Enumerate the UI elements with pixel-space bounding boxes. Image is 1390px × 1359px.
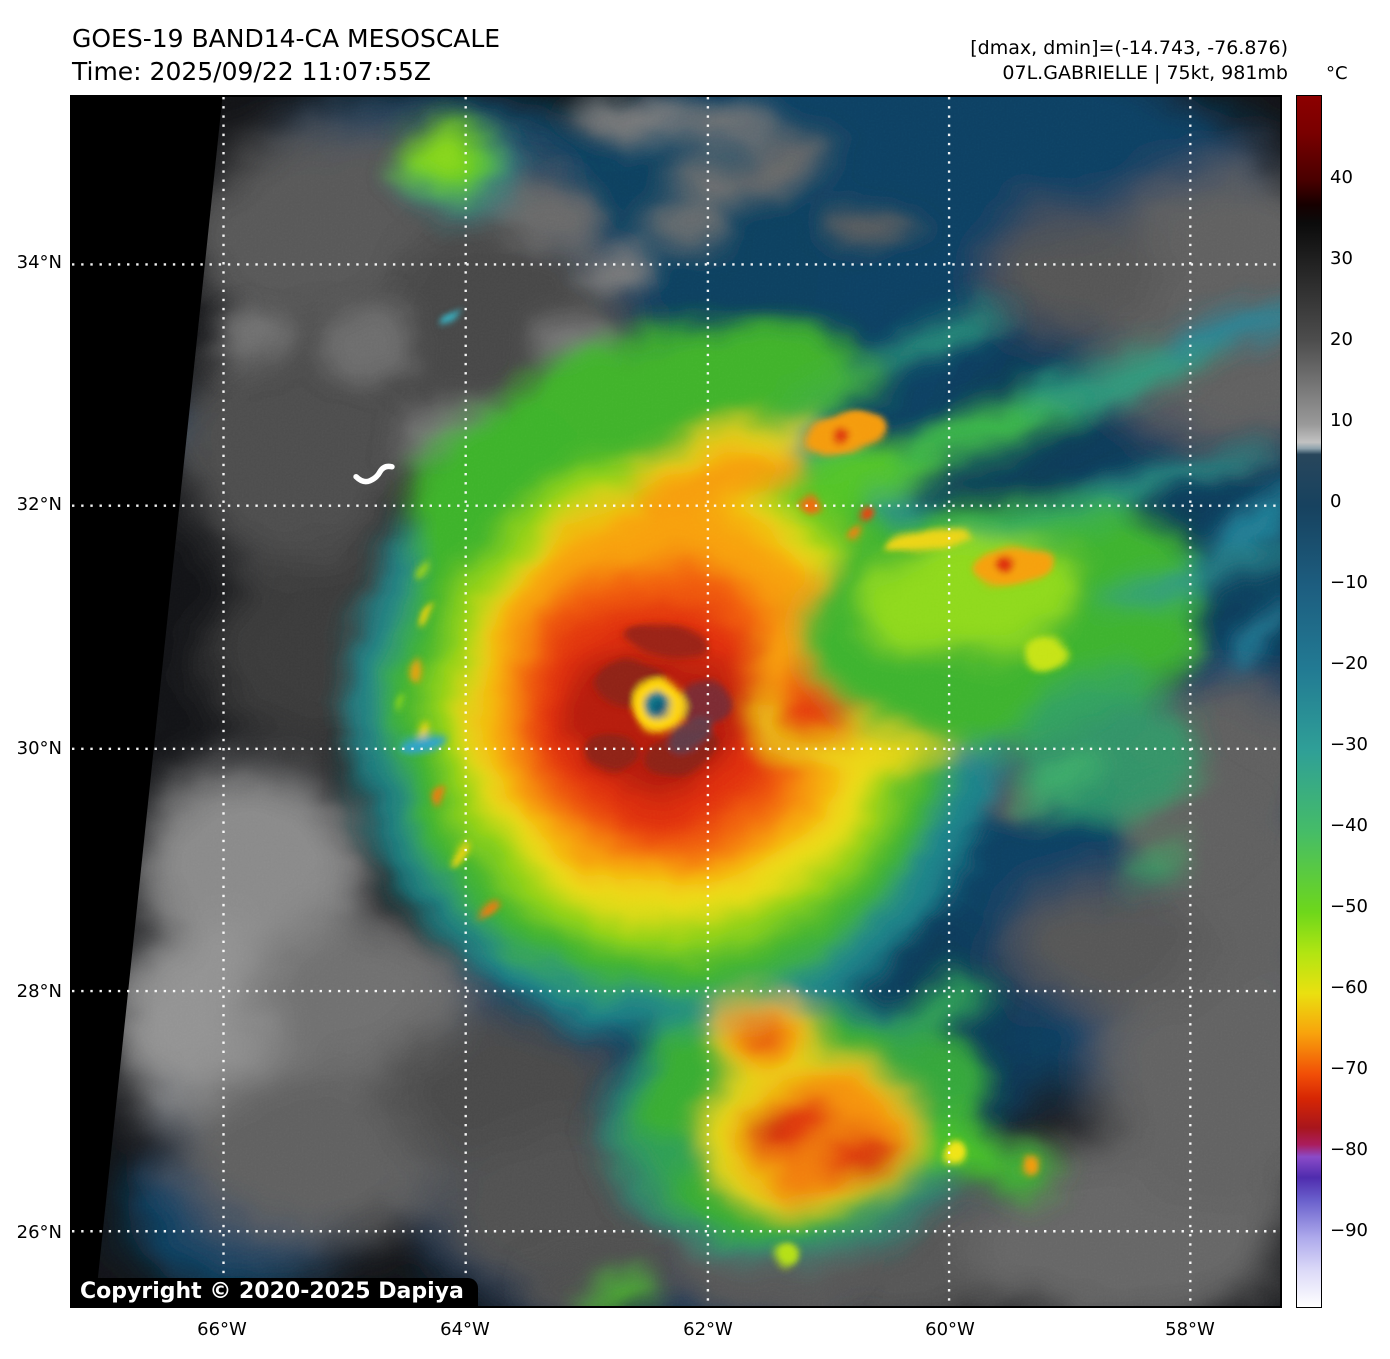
scan-edge-wedge — [72, 97, 223, 1306]
colorbar-gradient — [1296, 95, 1322, 1308]
figure-title-block: GOES-19 BAND14-CA MESOSCALE Time: 2025/0… — [72, 22, 500, 88]
satellite-map: Copyright © 2020-2025 Dapiya — [70, 95, 1282, 1308]
dmax-dmin-readout: [dmax, dmin]=(-14.743, -76.876) — [970, 37, 1288, 59]
colorbar-tick-label: 20 — [1330, 329, 1353, 350]
y-tick-label: 34°N — [16, 252, 62, 273]
colorbar-tick-label: −20 — [1330, 653, 1368, 674]
copyright-badge: Copyright © 2020-2025 Dapiya — [72, 1278, 478, 1306]
colorbar-tick-label: −10 — [1330, 572, 1368, 593]
colorbar-tick-label: −80 — [1330, 1139, 1368, 1160]
colorbar-tick-label: −70 — [1330, 1058, 1368, 1079]
colorbar-tick-label: 0 — [1330, 491, 1342, 512]
colorbar-tick-label: −30 — [1330, 734, 1368, 755]
x-tick-label: 60°W — [925, 1319, 975, 1340]
colorbar-tick-label: −60 — [1330, 977, 1368, 998]
satellite-image — [72, 97, 1280, 1306]
x-tick-label: 62°W — [683, 1319, 733, 1340]
x-tick-label: 64°W — [440, 1319, 490, 1340]
noise-texture — [72, 97, 1280, 1306]
colorbar-tick-label: 40 — [1330, 167, 1353, 188]
colorbar-tick-label: −40 — [1330, 815, 1368, 836]
bermuda-island-marker — [353, 463, 395, 485]
colorbar-tick-label: −90 — [1330, 1220, 1368, 1241]
colorbar-tick-label: −50 — [1330, 896, 1368, 917]
y-tick-label: 30°N — [16, 738, 62, 759]
storm-info-readout: 07L.GABRIELLE | 75kt, 981mb — [1002, 62, 1288, 84]
x-tick-label: 66°W — [197, 1319, 247, 1340]
colorbar-unit-label: °C — [1326, 63, 1348, 84]
colorbar-tick-label: 10 — [1330, 410, 1353, 431]
figure-timestamp: Time: 2025/09/22 11:07:55Z — [72, 57, 431, 86]
x-tick-label: 58°W — [1165, 1319, 1215, 1340]
figure-title: GOES-19 BAND14-CA MESOSCALE — [72, 24, 501, 53]
y-tick-label: 28°N — [16, 981, 62, 1002]
figure-info-block: [dmax, dmin]=(-14.743, -76.876) 07L.GABR… — [970, 36, 1288, 86]
y-tick-label: 26°N — [16, 1222, 62, 1243]
colorbar-tick-label: 30 — [1330, 248, 1353, 269]
y-tick-label: 32°N — [16, 494, 62, 515]
